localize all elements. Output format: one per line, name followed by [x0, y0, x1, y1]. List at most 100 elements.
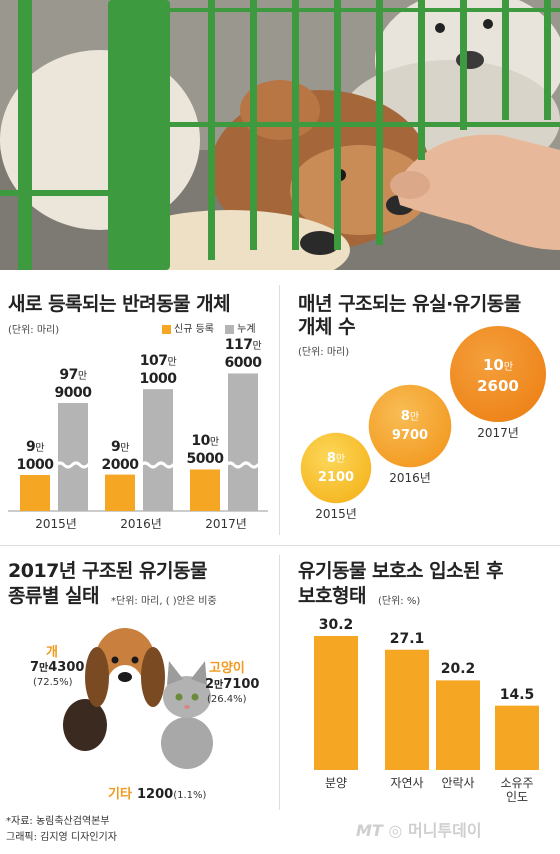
bar-cum-label-bottom: 9000: [54, 385, 92, 401]
cat-name: 고양이: [209, 661, 245, 676]
legend-new-swatch: [162, 324, 171, 334]
cat-value-top: 2: [205, 677, 215, 692]
protect-bar-1: [385, 649, 429, 770]
bar-new-label-top: 10: [191, 433, 210, 450]
dog-cat-illustration: [63, 628, 213, 770]
cat-illustration: [161, 661, 213, 769]
panel4-title-line1: 유기동물 보호소 입소된 후: [298, 560, 504, 582]
bar-new-label-bottom: 1000: [16, 457, 54, 473]
bar-new-label-bottom: 2000: [101, 456, 139, 473]
panel1-legend: 신규 등록 누계: [162, 320, 256, 335]
axis-break-0: [54, 461, 98, 469]
protect-bar-2: [436, 680, 480, 770]
bubble-year-2: 2017년: [477, 426, 519, 440]
brand-logo-icon: ◎: [388, 821, 403, 840]
panel1-unit: (단위: 마리): [8, 325, 60, 336]
dog-value: 7만4300: [30, 659, 84, 675]
unit-man: 만: [209, 437, 219, 449]
bar-cum-0: [58, 403, 88, 511]
graphic-credit: 그래픽: 김지영 디자인기자: [6, 832, 117, 843]
bar-cum-label-top: 97: [59, 367, 78, 383]
bar-new-label-2: 10만 5000: [184, 433, 226, 467]
bubble-year-0: 2015년: [315, 507, 357, 522]
x-tick-0: 2015년: [35, 517, 77, 531]
unit-man: 만: [120, 442, 129, 454]
unit-man: 만: [335, 454, 346, 465]
panel3-title-line1: 2017년 구조된 유기동물: [8, 560, 207, 582]
dog-value-top: 7: [30, 660, 40, 675]
protect-bar-label-1: 자연사: [390, 776, 424, 790]
panel3-title-line2: 종류별 실태: [8, 585, 100, 607]
bubble-label-bottom: 9700: [391, 428, 429, 443]
bubble-year-1: 2016년: [389, 471, 431, 486]
legend-new-label: 신규 등록: [174, 324, 214, 335]
bar-new-label-1: 9만 2000: [99, 439, 141, 473]
protect-bar-value-1: 27.1: [389, 630, 425, 647]
bar-cum-label-0: 97만 9000: [52, 367, 94, 401]
bubble-label-1: 8만 9700: [380, 408, 440, 445]
protect-bar-label-3: 소유주 인도: [487, 776, 547, 804]
panel-divider-bottom: [279, 555, 280, 810]
panel3-unit: *단위: 마리, ( )안은 비중: [111, 596, 217, 607]
protect-bar-value-2: 20.2: [440, 661, 476, 678]
dogs-behind-fence-illustration: [0, 0, 560, 270]
bar-cum-label-1: 107만 1000: [137, 353, 179, 387]
unit-man: 만: [77, 371, 87, 382]
bar-cum-1: [143, 389, 173, 511]
unit-man: 만: [409, 412, 420, 423]
unit-man: 만: [252, 341, 262, 353]
bar-cum-label-2: 117만 6000: [222, 337, 264, 371]
panel1-title: 새로 등록되는 반려동물 개체: [8, 293, 231, 315]
panel4-unit: (단위: %): [378, 596, 421, 607]
bar-new-label-0: 9만 1000: [14, 439, 56, 473]
protect-bar-0: [314, 636, 358, 770]
x-tick-2: 2017년: [205, 517, 247, 531]
bar-cum-label-bottom: 1000: [139, 371, 177, 388]
protect-bar-value-3: 14.5: [499, 686, 535, 703]
panel2-title-line1: 매년 구조되는 유실·유기동물: [298, 293, 521, 315]
bubble-label-top: 8: [400, 409, 410, 424]
panel-divider-top: [279, 285, 280, 535]
etc-value: 1200: [137, 787, 174, 802]
panel1-bar-chart: [8, 373, 268, 512]
panel4-title-line2: 보호형태: [298, 585, 366, 607]
unit-man: 만: [503, 362, 514, 373]
legend-cum-swatch: [225, 324, 235, 334]
protect-bar-label-2: 안락사: [441, 776, 475, 790]
bubble-2: [450, 326, 546, 422]
protect-bar-value-0: 30.2: [318, 617, 354, 633]
protect-bar-3: [495, 705, 539, 770]
bar-new-label-top: 9: [26, 439, 36, 455]
panel2-bubble-chart: [300, 326, 546, 504]
protect-bar-label-line: 소유주: [500, 776, 534, 790]
panel2-unit: (단위: 마리): [298, 347, 350, 358]
bar-new-2: [190, 469, 220, 511]
axis-break-2: [224, 461, 268, 469]
bar-cum-label-top: 107: [139, 353, 168, 370]
legend-cum-label: 누계: [237, 324, 256, 335]
etc-pct: (1.1%): [173, 790, 207, 801]
brand-mt: MT: [356, 821, 383, 840]
axis-break-1: [139, 461, 183, 469]
cat-value-bottom: 7100: [223, 677, 260, 692]
bubble-label-2: 10만 2600: [468, 356, 528, 395]
protect-bar-label-line: 인도: [505, 790, 529, 804]
x-tick-1: 2016년: [120, 517, 162, 531]
bar-cum-2: [228, 373, 258, 511]
cat-pct: (26.4%): [207, 694, 247, 705]
protect-bar-label-0: 분양: [324, 776, 348, 790]
panel4-bar-chart: [314, 636, 539, 770]
unit-man: 만: [167, 357, 177, 369]
bubble-label-0: 8만 2100: [306, 450, 366, 487]
bubble-label-top: 10: [482, 356, 504, 374]
source-note: *자료: 농림축산검역본부: [6, 816, 110, 827]
dog-illustration: [63, 628, 165, 770]
dog-name: 개: [46, 645, 58, 660]
bar-cum-label-bottom: 6000: [224, 355, 262, 372]
bar-cum-label-top: 117: [224, 337, 253, 354]
bar-new-label-top: 9: [111, 438, 121, 455]
brand-watermark: MT ◎ 머니투데이: [356, 817, 482, 841]
unit-man: 만: [35, 443, 44, 454]
cat-value: 2만7100: [205, 676, 259, 692]
dog-value-bottom: 4300: [48, 660, 85, 675]
